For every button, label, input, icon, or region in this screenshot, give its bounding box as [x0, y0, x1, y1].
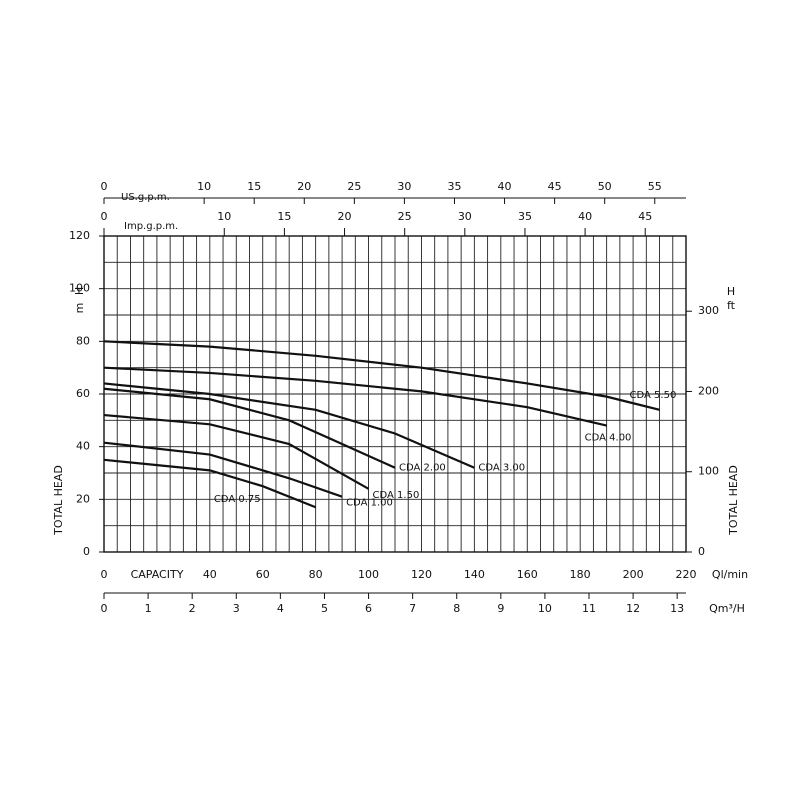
y-unit: H: [73, 287, 86, 295]
x-tick-label: 180: [570, 568, 591, 581]
y-label: TOTAL HEAD: [52, 465, 65, 536]
curve-label: CDA 3.00: [478, 463, 525, 474]
pump-curve: [103, 382, 475, 469]
y2-label: TOTAL HEAD: [727, 465, 740, 536]
m3h-tick-label: 13: [670, 602, 684, 615]
m3h-tick-label: 7: [409, 602, 416, 615]
pump-curve: [103, 387, 396, 469]
m3h-tick-label: 2: [189, 602, 196, 615]
y-tick-label: 60: [76, 387, 90, 400]
y-tick-label: 20: [76, 492, 90, 505]
m3h-tick-label: 10: [538, 602, 552, 615]
usgpm-tick-label: 0: [101, 180, 108, 193]
m3h-tick-label: 0: [101, 602, 108, 615]
curve-label: CDA 1.50: [373, 490, 420, 501]
y2-tick-label: 300: [698, 304, 719, 317]
x-tick-label: 120: [411, 568, 432, 581]
m3h-tick-label: 3: [233, 602, 240, 615]
x-tick-label: 140: [464, 568, 485, 581]
usgpm-tick-label: 55: [648, 180, 662, 193]
pump-curve: [103, 340, 660, 411]
m3h-unit: Qm³/H: [709, 602, 745, 615]
curve-label: CDA 0.75: [214, 494, 261, 505]
y2-tick-label: 0: [698, 545, 705, 558]
curve-label: CDA 2.00: [399, 463, 446, 474]
impgpm-tick-label: 35: [518, 210, 532, 223]
x-label: CAPACITY: [131, 568, 184, 581]
y2-tick-label: 200: [698, 384, 719, 397]
y-tick-label: 100: [69, 282, 90, 295]
m3h-tick-label: 5: [321, 602, 328, 615]
x-tick-label: 200: [623, 568, 644, 581]
usgpm-tick-label: 40: [498, 180, 512, 193]
y-unit: m: [73, 303, 86, 314]
m3h-tick-label: 9: [497, 602, 504, 615]
y2-unit: H: [727, 285, 735, 298]
curve-label: CDA 1.00: [346, 498, 393, 509]
x-tick-label: 100: [358, 568, 379, 581]
impgpm-tick-label: 45: [638, 210, 652, 223]
y-tick-label: 120: [69, 229, 90, 242]
usgpm-label: US.g.p.m.: [121, 192, 170, 203]
pump-curve: [103, 458, 317, 509]
usgpm-tick-label: 50: [598, 180, 612, 193]
x-tick-label: 60: [256, 568, 270, 581]
x-tick-label: 40: [203, 568, 217, 581]
x-unit: Ql/min: [712, 568, 748, 581]
impgpm-tick-label: 10: [217, 210, 231, 223]
usgpm-tick-label: 35: [447, 180, 461, 193]
usgpm-tick-label: 25: [347, 180, 361, 193]
usgpm-tick-label: 30: [397, 180, 411, 193]
impgpm-tick-label: 0: [101, 210, 108, 223]
usgpm-tick-label: 10: [197, 180, 211, 193]
m3h-tick-label: 4: [277, 602, 284, 615]
m3h-tick-label: 1: [145, 602, 152, 615]
impgpm-tick-label: 30: [458, 210, 472, 223]
impgpm-label: Imp.g.p.m.: [124, 221, 178, 232]
usgpm-tick-label: 45: [548, 180, 562, 193]
y-tick-label: 80: [76, 334, 90, 347]
curve-label: CDA 4.00: [585, 433, 632, 444]
pump-curve: [103, 366, 607, 427]
curve-label: CDA 5.50: [630, 390, 677, 401]
impgpm-tick-label: 15: [277, 210, 291, 223]
impgpm-tick-label: 40: [578, 210, 592, 223]
y2-unit: ft: [727, 299, 736, 312]
m3h-tick-label: 12: [626, 602, 640, 615]
x-tick-label: 0: [101, 568, 108, 581]
usgpm-tick-label: 20: [297, 180, 311, 193]
y-tick-label: 0: [83, 545, 90, 558]
m3h-tick-label: 6: [365, 602, 372, 615]
pump-curve: [103, 413, 370, 490]
impgpm-tick-label: 25: [398, 210, 412, 223]
impgpm-tick-label: 20: [338, 210, 352, 223]
usgpm-tick-label: 15: [247, 180, 261, 193]
y2-tick-label: 100: [698, 465, 719, 478]
pump-curve: [103, 441, 343, 498]
m3h-tick-label: 11: [582, 602, 596, 615]
y-tick-label: 40: [76, 440, 90, 453]
x-tick-label: 80: [309, 568, 323, 581]
m3h-tick-label: 8: [453, 602, 460, 615]
x-tick-label: 220: [676, 568, 697, 581]
x-tick-label: 160: [517, 568, 538, 581]
